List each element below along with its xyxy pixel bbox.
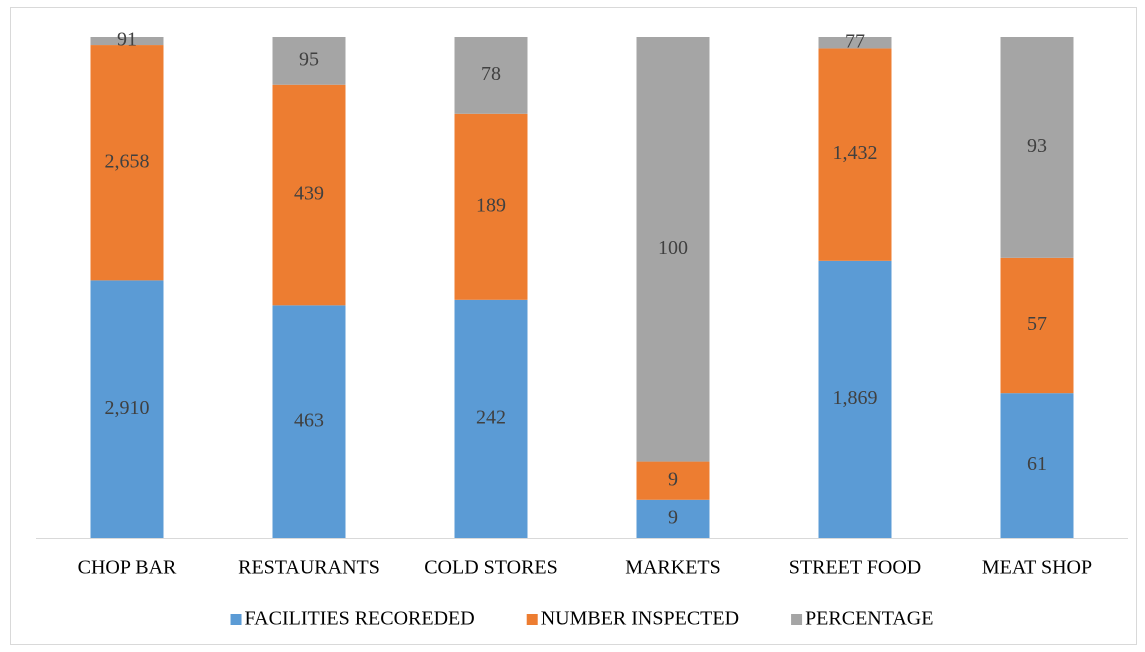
data-label: 439 <box>294 183 324 205</box>
legend-label: NUMBER INSPECTED <box>541 608 739 630</box>
bar-segment <box>636 37 710 462</box>
bar-segment <box>818 260 892 538</box>
data-label: 9 <box>668 468 678 490</box>
data-label: 463 <box>294 409 324 431</box>
legend-label: PERCENTAGE <box>805 608 933 630</box>
data-label: 9 <box>668 506 678 528</box>
legend-swatch <box>230 614 242 625</box>
bar-segment <box>454 299 528 538</box>
bar-segment <box>636 499 710 538</box>
bar-segment <box>636 461 710 500</box>
data-label: 57 <box>1027 313 1047 335</box>
bar-segment <box>454 113 528 300</box>
chart-border <box>10 7 1137 645</box>
legend-swatch <box>791 614 803 625</box>
bar-segment <box>1000 393 1074 538</box>
data-label: 78 <box>481 63 501 85</box>
x-tick-label: RESTAURANTS <box>238 557 380 579</box>
bar-segment <box>90 37 164 46</box>
data-label: 2,658 <box>105 150 150 172</box>
bar-segment <box>90 280 164 538</box>
x-tick-label: STREET FOOD <box>789 557 921 579</box>
bar-segment <box>1000 257 1074 394</box>
data-label: 77 <box>845 30 865 52</box>
bar-segment <box>1000 37 1074 258</box>
data-label: 95 <box>299 48 319 70</box>
legend-label: FACILITIES RECOREDED <box>245 608 475 630</box>
data-label: 2,910 <box>105 397 150 419</box>
data-label: 1,432 <box>833 142 878 164</box>
bar-segment <box>272 305 346 538</box>
data-label: 91 <box>117 29 137 51</box>
x-tick-label: COLD STORES <box>424 557 558 579</box>
data-label: 1,869 <box>833 387 878 409</box>
bar-segment <box>818 48 892 261</box>
x-tick-label: MEAT SHOP <box>982 557 1092 579</box>
data-label: 100 <box>658 237 688 259</box>
x-tick-label: MARKETS <box>625 557 721 579</box>
data-label: 189 <box>476 194 506 216</box>
bar-segment <box>272 84 346 306</box>
bar-segment <box>90 45 164 281</box>
data-label: 61 <box>1027 453 1047 475</box>
data-label: 242 <box>476 406 506 428</box>
bar-segment <box>454 37 528 114</box>
bar-segment <box>818 37 892 49</box>
bar-segment <box>272 37 346 85</box>
data-label: 93 <box>1027 135 1047 157</box>
x-tick-label: CHOP BAR <box>78 557 177 579</box>
legend-swatch <box>526 614 538 625</box>
